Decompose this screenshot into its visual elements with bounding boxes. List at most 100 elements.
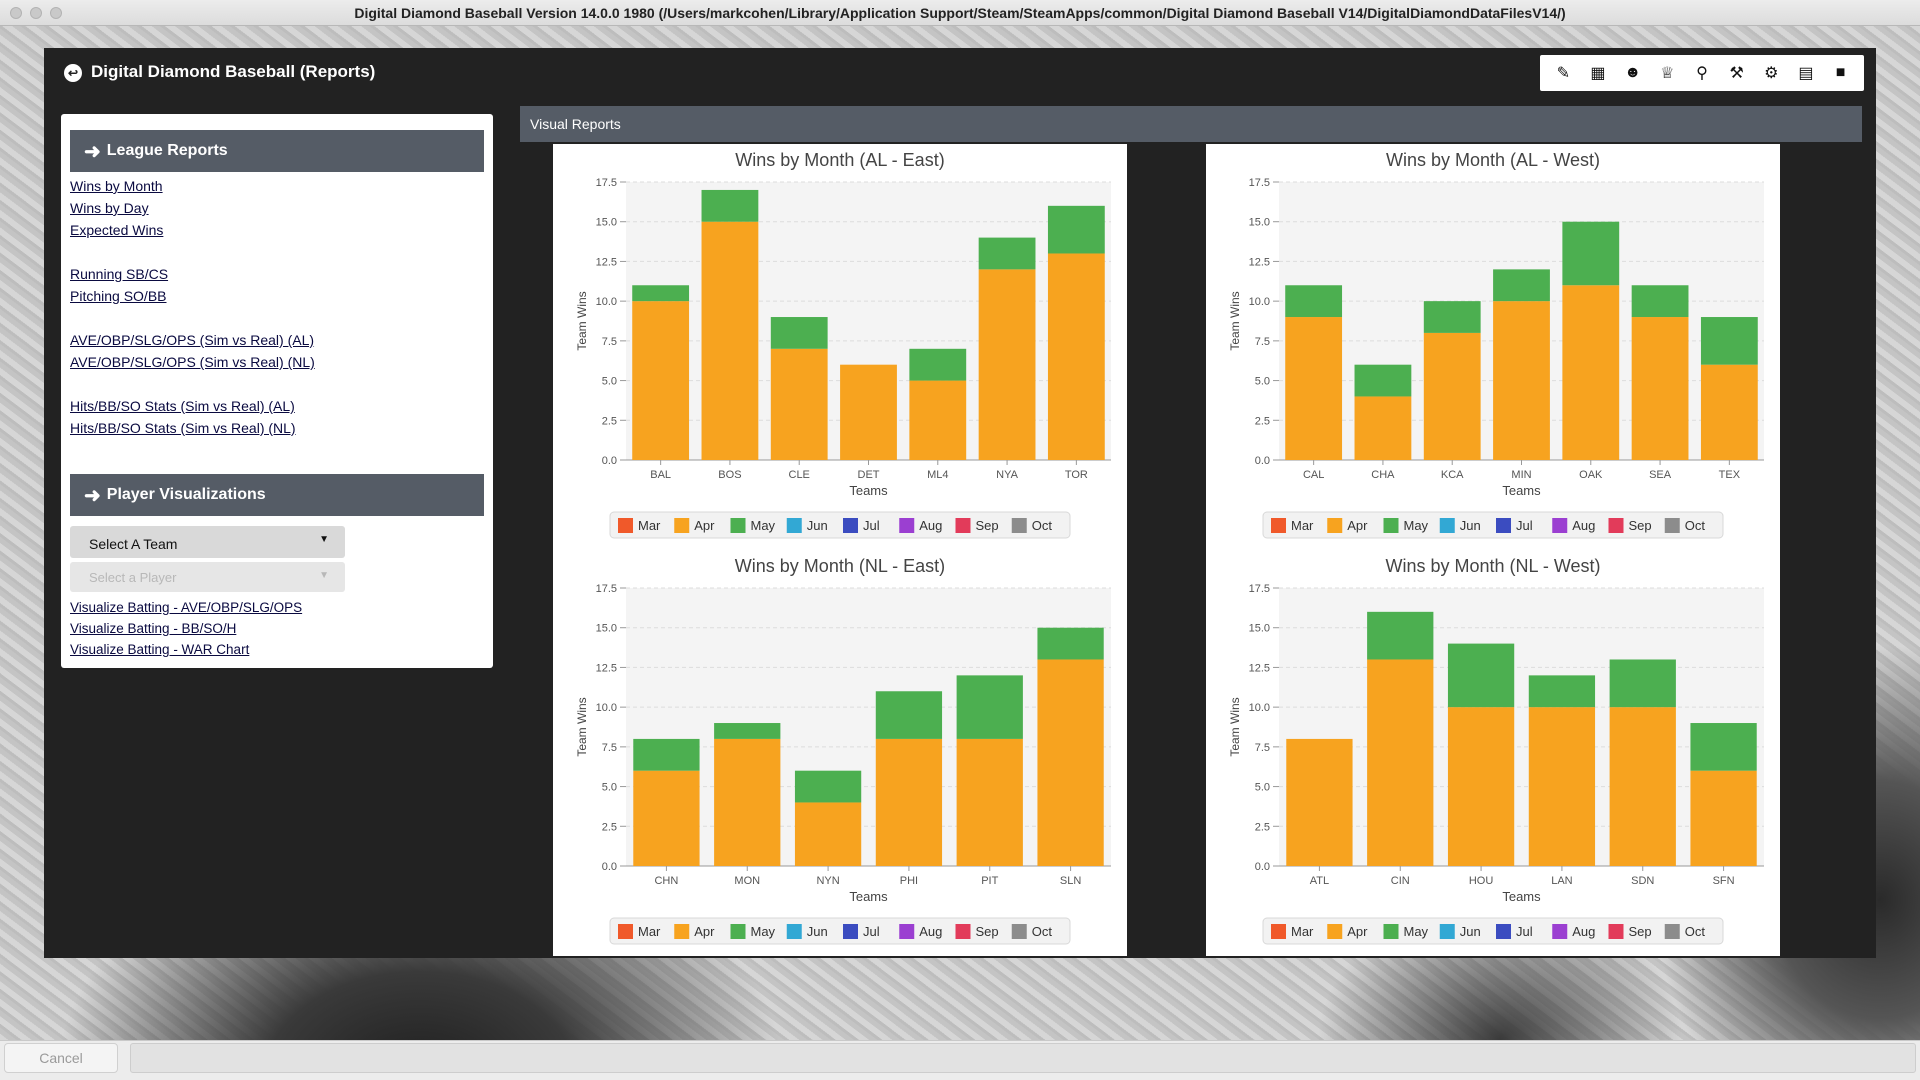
legend-label: Oct [1032, 518, 1053, 533]
link-slash-al[interactable]: AVE/OBP/SLG/OPS (Sim vs Real) (AL) [70, 332, 315, 348]
chart-nl-west: Wins by Month (NL - West) 0.0 2.5 5.0 7.5 10.… [1206, 550, 1780, 956]
bar-segment [633, 770, 700, 866]
link-hits-al[interactable]: Hits/BB/SO Stats (Sim vs Real) (AL) [70, 398, 295, 414]
link-viz-bb-so-h[interactable]: Visualize Batting - BB/SO/H [70, 621, 237, 636]
y-tick-label: 17.5 [596, 583, 617, 595]
x-tick-label: SLN [1060, 875, 1081, 887]
link-viz-war[interactable]: Visualize Batting - WAR Chart [70, 642, 250, 657]
chart-al-west: Wins by Month (AL - West) 0.0 2.5 5.0 7.5 10.… [1206, 144, 1780, 550]
chart-nl-east: Wins by Month (NL - East) 0.0 2.5 5.0 7.5 10.… [553, 550, 1127, 956]
app-header: ↩ Digital Diamond Baseball (Reports) ✎ ▦… [44, 48, 1876, 98]
y-tick-label: 0.0 [602, 455, 617, 467]
folder-icon[interactable]: ■ [1835, 64, 1846, 81]
bar-segment [794, 770, 862, 803]
player-viz-header: ➜ Player Visualizations [70, 474, 484, 516]
hammer-icon[interactable]: ⚒ [1729, 65, 1744, 82]
bar-segment [714, 723, 781, 739]
team-select[interactable]: Select A Team ▼ [70, 526, 345, 558]
y-tick-label: 12.5 [1249, 256, 1270, 268]
legend-label: Oct [1685, 518, 1706, 533]
legend-swatch [1383, 924, 1399, 939]
search-icon[interactable]: ⚲ [1696, 65, 1708, 82]
team-select-value: Select A Team [89, 536, 178, 552]
zoom-window-button[interactable] [50, 7, 62, 19]
y-axis-label: Team Wins [575, 291, 589, 350]
cancel-button[interactable]: Cancel [4, 1043, 118, 1073]
y-tick-label: 0.0 [1255, 861, 1270, 873]
legend-label: Apr [1347, 518, 1368, 533]
window-title: Digital Diamond Baseball Version 14.0.0 … [354, 4, 1566, 21]
trophy-icon[interactable]: ♕ [1660, 65, 1675, 82]
bar-segment [840, 364, 897, 460]
close-window-button[interactable] [10, 7, 22, 19]
bar-segment [1367, 611, 1434, 660]
link-running-sb-cs[interactable]: Running SB/CS [70, 266, 169, 282]
x-axis-label: Teams [849, 889, 888, 904]
clipboard-icon[interactable]: ▤ [1798, 65, 1814, 82]
player-select-value: Select a Player [89, 570, 177, 585]
bar-segment [956, 675, 1023, 739]
bar-segment [1037, 627, 1104, 660]
legend-label: Jun [807, 518, 828, 533]
y-tick-label: 7.5 [1255, 336, 1270, 348]
y-tick-label: 15.0 [596, 623, 617, 635]
legend-swatch [955, 518, 971, 533]
bar-segment [956, 738, 1023, 866]
y-axis-label: Team Wins [1228, 697, 1242, 756]
legend-swatch [899, 924, 915, 939]
gear-icon[interactable]: ⚙ [1764, 65, 1779, 82]
bar-segment [1562, 221, 1620, 286]
minimize-window-button[interactable] [30, 7, 42, 19]
legend-swatch [1327, 924, 1343, 939]
y-tick-label: 10.0 [1249, 296, 1270, 308]
bar-segment [1285, 317, 1343, 460]
x-tick-label: OAK [1579, 469, 1603, 481]
link-pitching-so-bb[interactable]: Pitching SO/BB [70, 288, 167, 304]
grid-icon[interactable]: ▦ [1590, 65, 1606, 82]
link-viz-slash[interactable]: Visualize Batting - AVE/OBP/SLG/OPS [70, 600, 303, 615]
bar-segment [1690, 770, 1757, 866]
y-tick-label: 0.0 [1255, 455, 1270, 467]
legend-swatch [1664, 518, 1680, 533]
legend-swatch [674, 924, 690, 939]
visual-reports-header: Visual Reports [520, 106, 1862, 142]
y-tick-label: 15.0 [596, 217, 617, 229]
legend-label: Apr [694, 518, 715, 533]
reports-sidebar: ➜ League Reports Wins by Month Wins by D… [61, 114, 493, 668]
back-icon[interactable]: ↩ [64, 64, 82, 82]
y-tick-label: 0.0 [602, 861, 617, 873]
legend-swatch [786, 924, 802, 939]
link-hits-nl[interactable]: Hits/BB/SO Stats (Sim vs Real) (NL) [70, 420, 296, 436]
team-icon[interactable]: ☻ [1624, 64, 1642, 81]
legend-label: Mar [638, 924, 661, 939]
bar-segment [1447, 707, 1515, 866]
x-tick-label: SEA [1649, 469, 1672, 481]
legend-label: May [751, 518, 776, 533]
link-expected-wins[interactable]: Expected Wins [70, 222, 164, 238]
legend-swatch [1496, 518, 1511, 533]
x-tick-label: SFN [1713, 875, 1735, 887]
toolbar: ✎ ▦ ☻ ♕ ⚲ ⚒ ⚙ ▤ ■ [1540, 55, 1864, 91]
y-tick-label: 10.0 [596, 702, 617, 714]
arrow-right-icon: ➜ [84, 140, 101, 163]
app-title: Digital Diamond Baseball (Reports) [91, 62, 376, 81]
link-slash-nl[interactable]: AVE/OBP/SLG/OPS (Sim vs Real) (NL) [70, 354, 315, 370]
bar-segment [633, 738, 700, 771]
x-tick-label: TOR [1065, 469, 1088, 481]
x-tick-label: ML4 [927, 469, 948, 481]
pencil-icon[interactable]: ✎ [1556, 65, 1571, 82]
legend-label: Jun [1460, 924, 1481, 939]
bar-segment [701, 189, 759, 222]
player-select[interactable]: Select a Player ▼ [70, 562, 345, 592]
x-tick-label: CLE [789, 469, 810, 481]
legend-swatch [730, 924, 746, 939]
y-axis-label: Team Wins [575, 697, 589, 756]
link-wins-by-day[interactable]: Wins by Day [70, 200, 149, 216]
bar-segment [1700, 364, 1758, 460]
link-wins-by-month[interactable]: Wins by Month [70, 178, 163, 194]
bar-segment [770, 348, 828, 460]
legend-swatch [1327, 518, 1343, 533]
legend-label: Oct [1685, 924, 1706, 939]
y-axis-label: Team Wins [1228, 291, 1242, 350]
x-tick-label: CHA [1371, 469, 1395, 481]
